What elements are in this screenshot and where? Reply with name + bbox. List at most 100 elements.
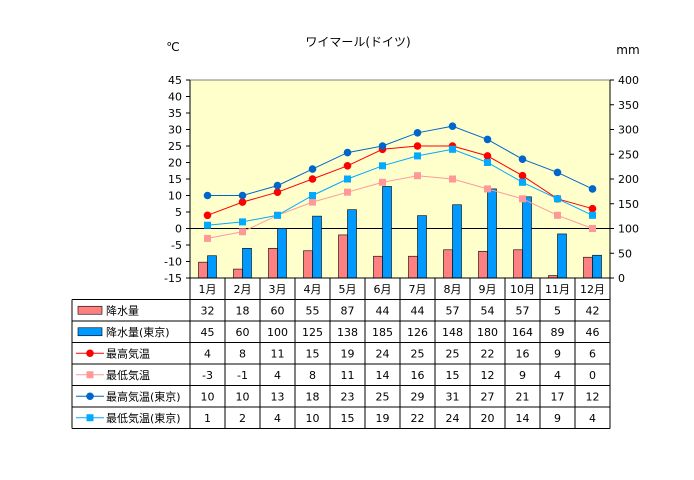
line-point-2 bbox=[588, 185, 597, 193]
table-cell-value: 32 bbox=[201, 304, 215, 317]
table-cell-value: 45 bbox=[201, 326, 215, 339]
line-point-1 bbox=[554, 211, 561, 219]
table-cell-value: 19 bbox=[376, 412, 390, 425]
right-axis-unit: mm bbox=[616, 43, 639, 57]
table-cell-value: 57 bbox=[516, 304, 530, 317]
line-point-2 bbox=[203, 191, 212, 200]
line-point-0 bbox=[343, 162, 352, 170]
line-point-3 bbox=[239, 218, 246, 226]
legend-key-marker bbox=[86, 414, 94, 422]
left-axis-tick-label: 10 bbox=[168, 190, 182, 203]
legend-label: 降水量 bbox=[106, 303, 139, 317]
line-point-1 bbox=[239, 228, 246, 236]
line-point-3 bbox=[379, 162, 386, 170]
bar-precip bbox=[513, 249, 523, 279]
table-cell-value: 46 bbox=[586, 326, 600, 339]
bar-precip-tokyo bbox=[452, 204, 462, 279]
bar-precip-tokyo bbox=[487, 188, 497, 279]
table-cell-value: -3 bbox=[202, 369, 213, 382]
line-point-0 bbox=[238, 198, 247, 206]
bar-precip-tokyo bbox=[277, 228, 287, 279]
table-cell-value: 15 bbox=[341, 412, 355, 425]
month-label: 3月 bbox=[269, 283, 287, 296]
table-cell-value: 10 bbox=[201, 390, 215, 403]
line-point-3 bbox=[414, 152, 421, 160]
bar-precip bbox=[303, 250, 313, 279]
line-point-0 bbox=[308, 175, 317, 183]
table-cell-value: 148 bbox=[442, 326, 463, 339]
bar-precip-tokyo bbox=[417, 215, 427, 279]
table-cell-value: 9 bbox=[554, 347, 561, 360]
line-point-0 bbox=[483, 152, 492, 160]
bar-precip bbox=[268, 248, 278, 279]
left-axis-tick-label: 20 bbox=[168, 157, 182, 170]
month-label: 12月 bbox=[580, 283, 605, 296]
table-cell-value: 17 bbox=[551, 390, 565, 403]
left-axis-tick-label: 5 bbox=[175, 206, 182, 219]
line-point-3 bbox=[589, 211, 596, 219]
bar-precip bbox=[198, 261, 208, 279]
bar-precip-tokyo bbox=[557, 233, 567, 279]
month-label: 8月 bbox=[444, 283, 462, 296]
table-cell-value: 29 bbox=[411, 390, 425, 403]
table-cell-value: 87 bbox=[341, 304, 355, 317]
left-axis-tick-label: 0 bbox=[175, 223, 182, 236]
left-axis-tick-label: 35 bbox=[168, 107, 182, 120]
table-cell-value: 16 bbox=[516, 347, 530, 360]
month-label: 9月 bbox=[479, 283, 497, 296]
bar-precip-tokyo bbox=[347, 209, 357, 279]
line-point-2 bbox=[518, 155, 527, 163]
line-point-1 bbox=[414, 172, 421, 180]
line-point-3 bbox=[519, 178, 526, 186]
line-point-3 bbox=[554, 195, 561, 203]
chart-title: ワイマール(ドイツ) bbox=[305, 35, 410, 49]
bar-precip-tokyo bbox=[312, 215, 322, 279]
right-axis-tick-label: 400 bbox=[618, 74, 639, 87]
table-cell-value: 100 bbox=[267, 326, 288, 339]
bar-precip bbox=[478, 250, 488, 279]
table-cell-value: 22 bbox=[411, 412, 425, 425]
table-cell-value: 19 bbox=[341, 347, 355, 360]
line-point-3 bbox=[484, 159, 491, 166]
left-axis-tick-label: 30 bbox=[168, 124, 182, 137]
table-cell-value: 18 bbox=[306, 390, 320, 403]
month-label: 6月 bbox=[374, 283, 392, 296]
line-point-2 bbox=[343, 148, 352, 157]
table-cell-value: 60 bbox=[271, 304, 285, 317]
line-point-1 bbox=[519, 195, 526, 203]
table-cell-value: -1 bbox=[237, 369, 248, 382]
table-cell-value: 16 bbox=[411, 369, 425, 382]
legend-key-marker bbox=[86, 371, 94, 379]
line-point-0 bbox=[413, 142, 422, 150]
series-line-3 bbox=[207, 148, 593, 226]
bar-precip-tokyo bbox=[522, 196, 532, 279]
legend-label: 最低気温 bbox=[106, 368, 150, 382]
line-point-3 bbox=[274, 211, 281, 219]
table-cell-value: 9 bbox=[519, 369, 526, 382]
right-axis-tick-label: 350 bbox=[618, 99, 639, 112]
table-cell-value: 126 bbox=[407, 326, 428, 339]
legend-label: 最高気温(東京) bbox=[106, 389, 181, 403]
line-point-2 bbox=[448, 122, 457, 130]
table-cell-value: 11 bbox=[271, 347, 285, 360]
legend-key-marker bbox=[86, 349, 94, 358]
table-cell-value: 8 bbox=[239, 347, 246, 360]
line-point-3 bbox=[309, 192, 316, 199]
table-cell-value: 15 bbox=[306, 347, 320, 360]
table-cell-value: 125 bbox=[302, 326, 323, 339]
bar-precip bbox=[408, 255, 418, 279]
month-label: 2月 bbox=[234, 283, 252, 296]
legend-label: 最高気温 bbox=[106, 346, 150, 360]
line-point-1 bbox=[589, 225, 596, 232]
table-cell-value: 60 bbox=[236, 326, 250, 339]
table-cell-value: 13 bbox=[271, 390, 285, 403]
table-cell-value: 55 bbox=[306, 304, 320, 317]
legend-key-bar bbox=[77, 305, 103, 315]
bar-precip-tokyo bbox=[382, 186, 392, 279]
line-point-2 bbox=[238, 191, 247, 200]
table-cell-value: 24 bbox=[376, 347, 390, 360]
month-label: 5月 bbox=[339, 283, 357, 296]
month-label: 11月 bbox=[545, 283, 570, 296]
left-axis-tick-label: 15 bbox=[168, 173, 182, 186]
